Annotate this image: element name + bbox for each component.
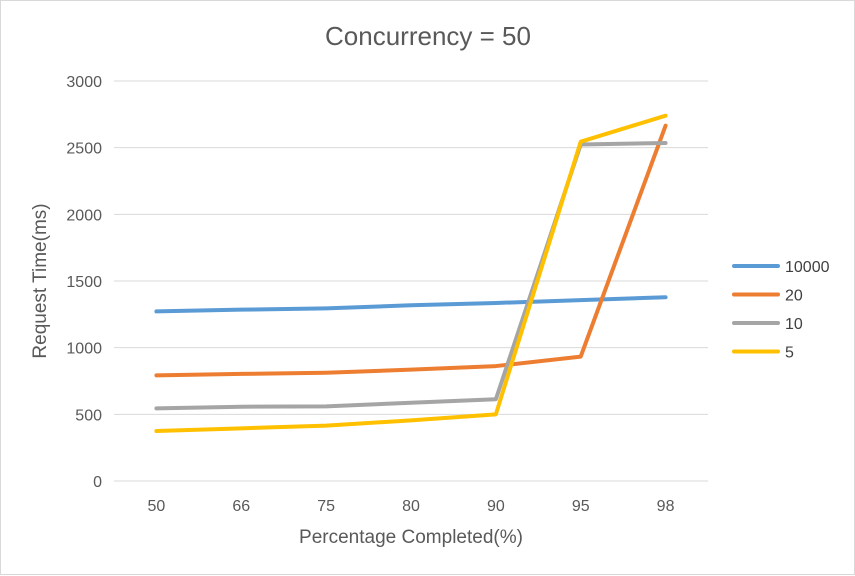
chart-title: Concurrency = 50 xyxy=(325,21,531,51)
x-axis-title: Percentage Completed(%) xyxy=(299,527,523,548)
series-lines xyxy=(154,113,668,433)
y-tick-label: 2000 xyxy=(66,207,102,224)
legend: 10000 20 10 5 xyxy=(732,259,830,362)
legend-label: 20 xyxy=(785,288,803,305)
y-tick-label: 500 xyxy=(75,407,102,424)
series-line-20 xyxy=(154,123,668,378)
x-tick-label: 66 xyxy=(232,498,250,515)
series-line-5 xyxy=(154,113,668,433)
y-tick-label: 1500 xyxy=(66,274,102,291)
x-tick-label: 50 xyxy=(148,498,166,515)
x-tick-label: 75 xyxy=(317,498,335,515)
legend-label: 10000 xyxy=(785,259,830,276)
y-axis-title: Request Time(ms) xyxy=(30,203,51,358)
y-tick-label: 0 xyxy=(93,474,102,491)
x-axis-ticks: 50 66 75 80 90 95 98 xyxy=(148,498,675,515)
legend-label: 5 xyxy=(785,345,794,362)
x-tick-label: 90 xyxy=(487,498,505,515)
y-axis-ticks: 0 500 1000 1500 2000 2500 3000 xyxy=(66,74,102,491)
x-tick-label: 95 xyxy=(572,498,590,515)
series-line-10000 xyxy=(154,295,668,314)
x-tick-label: 98 xyxy=(657,498,675,515)
y-tick-label: 1000 xyxy=(66,341,102,358)
legend-label: 10 xyxy=(785,316,803,333)
y-tick-label: 2500 xyxy=(66,141,102,158)
x-tick-label: 80 xyxy=(402,498,420,515)
y-tick-label: 3000 xyxy=(66,74,102,91)
gridlines xyxy=(114,80,708,482)
